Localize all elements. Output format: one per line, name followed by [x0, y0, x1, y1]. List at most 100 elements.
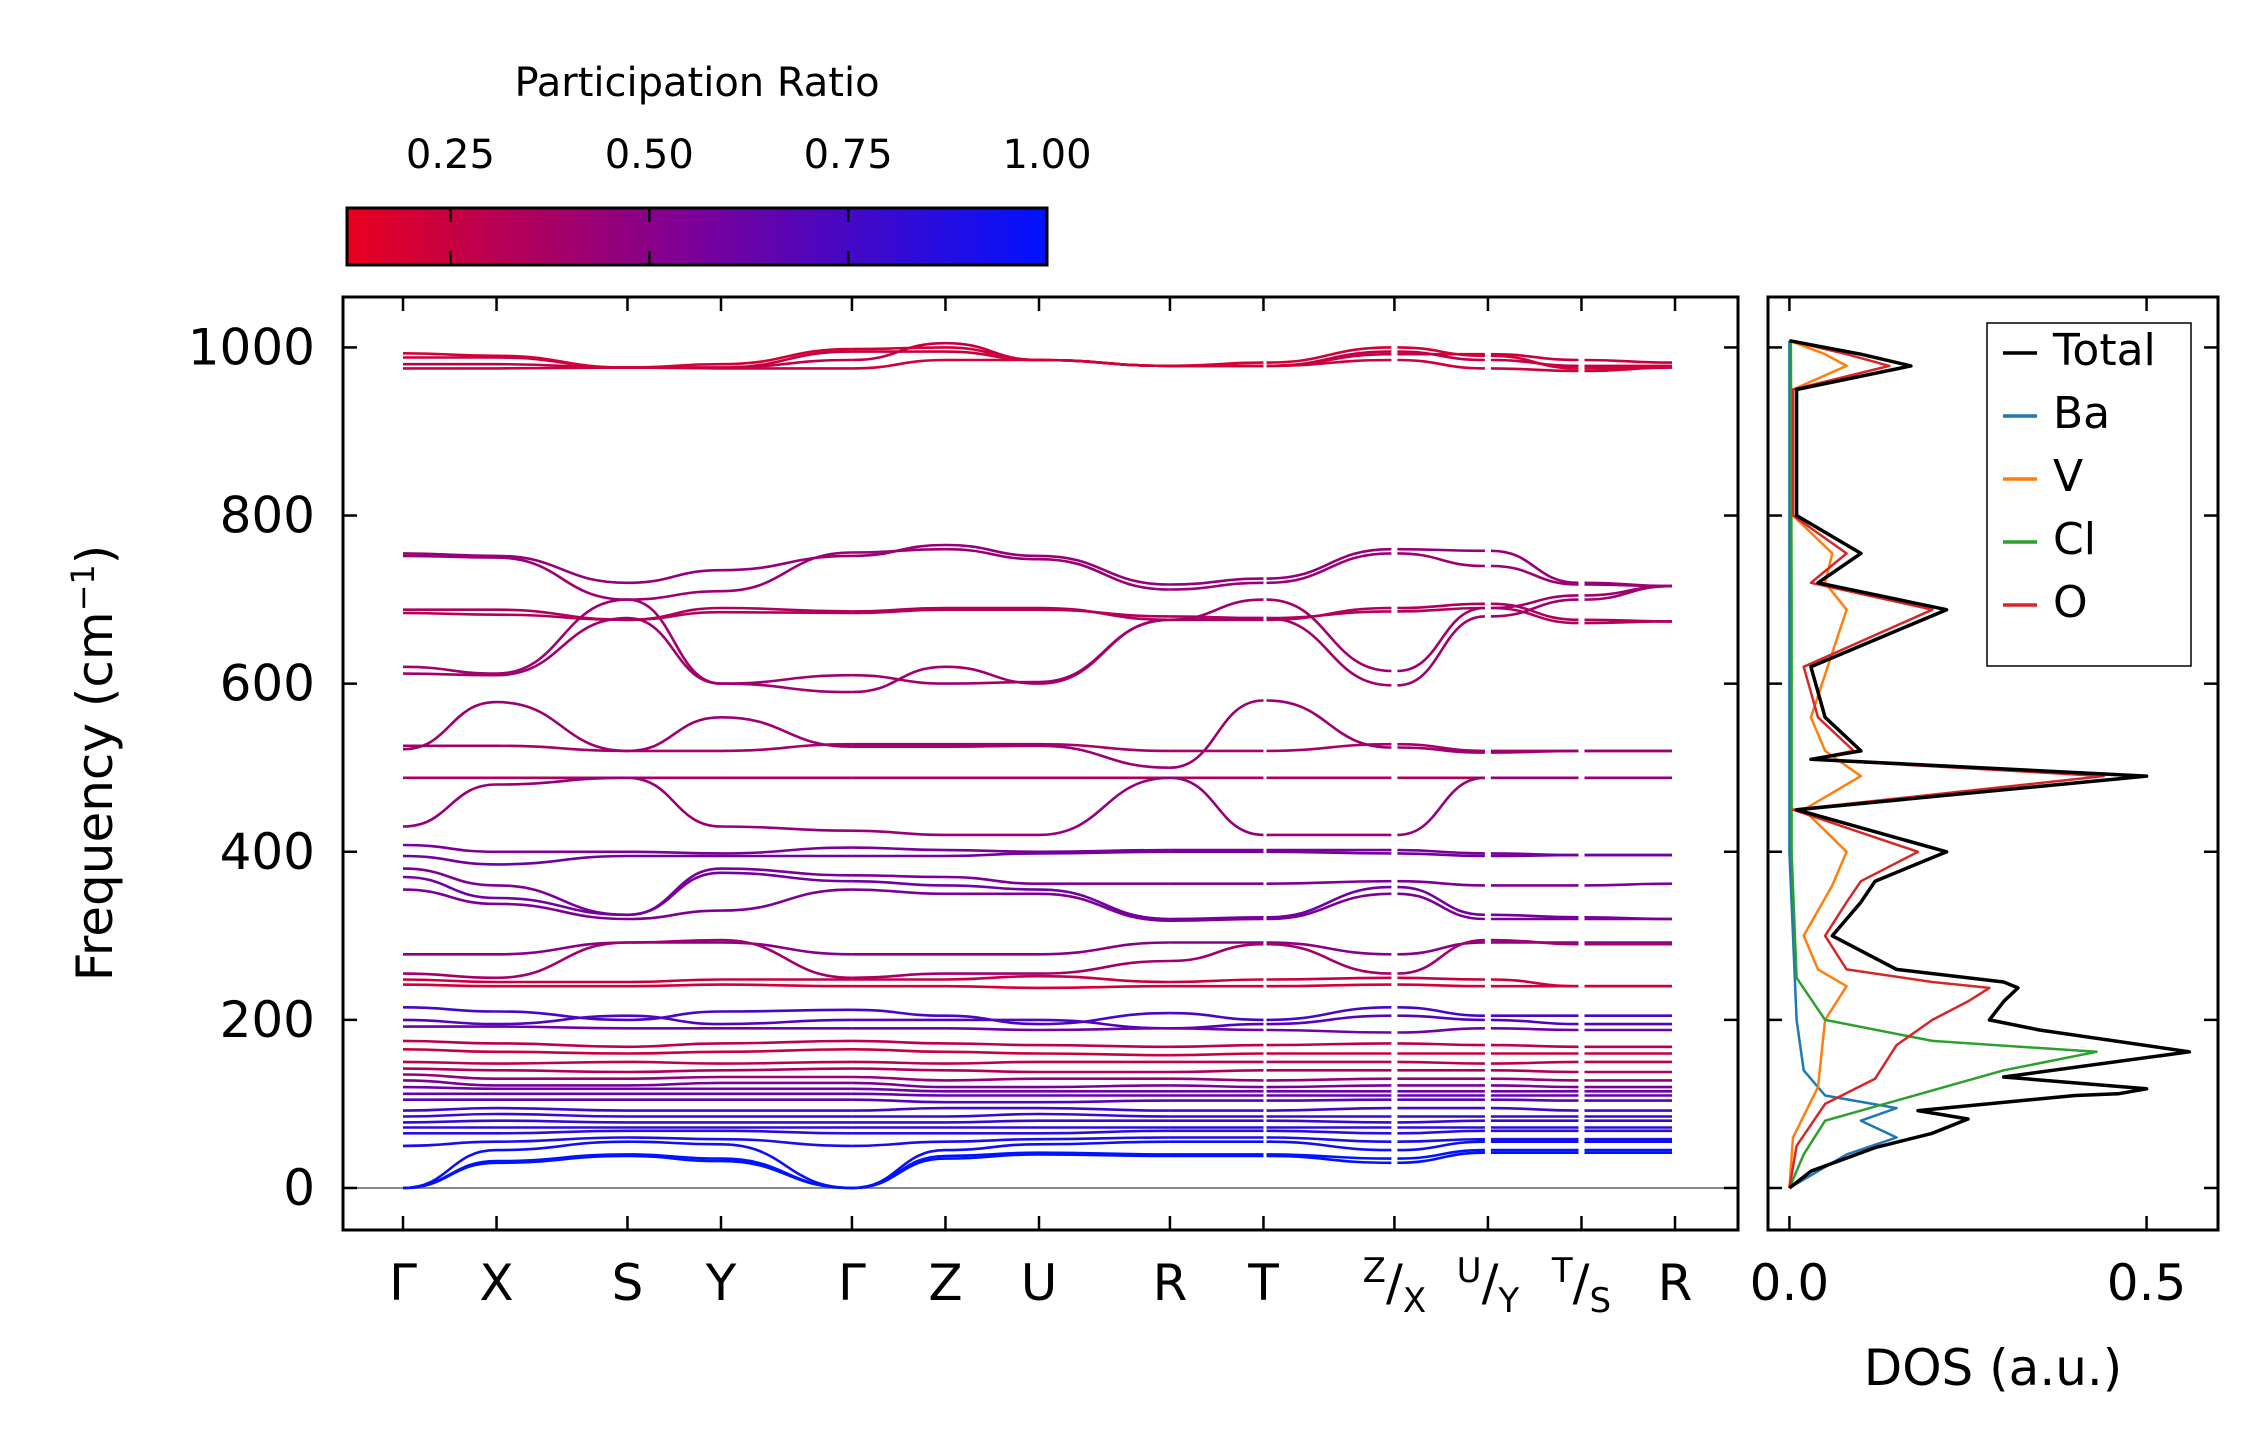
band-line	[720, 1137, 852, 1148]
band-line	[1490, 354, 1579, 370]
band-line	[1397, 615, 1485, 687]
band-line	[402, 1060, 497, 1065]
band-line	[1266, 552, 1392, 585]
band-line	[1266, 742, 1392, 753]
band-line	[945, 1077, 1040, 1082]
band-path-label: T	[1247, 1254, 1279, 1312]
dos-series-v	[1788, 339, 1863, 1189]
band-line	[1266, 941, 1392, 956]
band-line	[720, 347, 852, 366]
band-line	[627, 1010, 722, 1022]
band-line	[627, 616, 722, 685]
band-line	[1038, 888, 1170, 921]
band-line	[627, 978, 722, 984]
band-line	[1266, 1106, 1392, 1112]
band-line	[1038, 1043, 1170, 1049]
band-line	[1266, 1154, 1392, 1165]
band-line	[720, 825, 852, 832]
band-line	[851, 1106, 946, 1112]
band-line	[1490, 598, 1579, 618]
band-line	[1038, 1151, 1170, 1156]
band-line	[496, 556, 628, 601]
band-line	[1038, 358, 1170, 368]
band-line	[945, 1137, 1040, 1143]
band-line	[1490, 1106, 1579, 1112]
band-line	[1490, 602, 1579, 622]
band-line	[1397, 941, 1485, 956]
band-line	[1266, 850, 1392, 855]
band-line	[496, 598, 628, 675]
band-line	[1169, 616, 1264, 622]
band-line	[1397, 1129, 1485, 1135]
band-line	[1038, 742, 1170, 753]
band-line	[1397, 848, 1485, 855]
band-line	[1490, 1043, 1579, 1049]
band-line	[945, 744, 1040, 748]
band-line	[1397, 1137, 1485, 1143]
band-line	[1490, 594, 1579, 610]
band-line	[851, 606, 946, 613]
band-line	[851, 1157, 946, 1190]
band-line	[1169, 776, 1264, 837]
band-line	[627, 1042, 722, 1049]
band-line	[402, 854, 497, 866]
band-line	[1266, 358, 1392, 368]
band-path-label: Y	[705, 1254, 737, 1312]
band-line	[1038, 1084, 1170, 1089]
band-line	[851, 673, 946, 685]
dos-x-axis-title: DOS (a.u.)	[1864, 1339, 2123, 1397]
band-line	[1584, 366, 1673, 373]
band-line	[1397, 746, 1485, 754]
band-line	[627, 909, 722, 921]
band-line	[720, 938, 852, 980]
band-line	[496, 1025, 628, 1030]
band-line	[496, 1154, 628, 1165]
band-line	[851, 341, 946, 362]
band-line	[1397, 1042, 1485, 1047]
band-line	[1169, 699, 1264, 769]
band-line	[1038, 608, 1170, 618]
band-line	[1397, 1060, 1485, 1065]
band-line	[945, 884, 1040, 891]
band-line	[1397, 852, 1485, 858]
dos-x-tick-label: 0.5	[2107, 1254, 2187, 1312]
dos-x-axis: 0.0 0.5	[1750, 297, 2187, 1312]
band-line	[945, 680, 1040, 685]
band-line	[627, 1154, 722, 1163]
band-line	[402, 1048, 497, 1054]
band-line	[402, 1073, 497, 1080]
band-line	[1266, 699, 1392, 749]
band-line	[851, 888, 946, 896]
band-line	[627, 1050, 722, 1055]
band-line	[402, 783, 497, 828]
band-line	[1266, 616, 1392, 687]
band-line	[1169, 916, 1264, 921]
band-line	[402, 1006, 497, 1013]
band-line	[627, 1069, 722, 1074]
band-line	[496, 1014, 628, 1026]
band-path-label: Γ	[838, 1254, 866, 1312]
band-line	[1038, 850, 1170, 855]
band-line	[945, 1060, 1040, 1065]
band-line	[945, 1050, 1040, 1055]
band-line	[496, 1129, 628, 1135]
band-y-tick-label: 200	[220, 991, 315, 1049]
band-line	[1397, 547, 1485, 553]
band-line	[496, 700, 628, 753]
band-line	[1266, 1098, 1392, 1102]
band-line	[720, 1129, 852, 1135]
band-path-label: U/Y	[1457, 1251, 1520, 1321]
band-line	[402, 972, 497, 980]
band-line	[851, 1060, 946, 1065]
band-line	[720, 1159, 852, 1190]
band-line	[1266, 610, 1392, 620]
band-line	[1397, 602, 1485, 610]
band-line	[720, 610, 852, 615]
band-line	[1397, 1140, 1485, 1152]
band-line	[1169, 1027, 1264, 1032]
band-line	[1397, 983, 1485, 988]
band-line	[720, 716, 852, 748]
band-line	[496, 941, 628, 980]
dos-x-tick-label: 0.0	[1750, 1254, 1830, 1312]
